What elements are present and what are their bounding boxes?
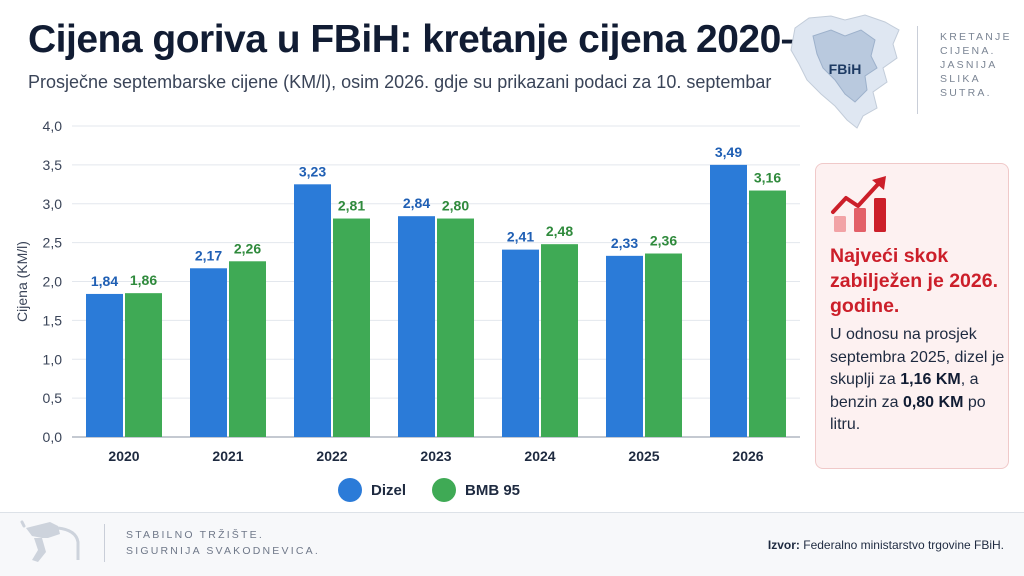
x-tick-label: 2025 — [628, 448, 659, 464]
legend-label-dizel: Dizel — [371, 481, 407, 499]
bar-dizel — [502, 249, 539, 437]
tagline-bottom-line: SIGURNIJA SVAKODNEVICA. — [126, 545, 320, 557]
y-axis-label: Cijena (KM/l) — [14, 241, 30, 322]
bar-dizel — [398, 216, 435, 437]
data-label: 2,48 — [546, 223, 573, 239]
header-divider — [917, 26, 918, 114]
legend-swatch-dizel — [338, 478, 362, 502]
tagline-top-line: SUTRA. — [940, 87, 992, 99]
data-label: 2,81 — [338, 198, 365, 214]
data-label: 3,49 — [715, 144, 742, 160]
bar-dizel — [86, 293, 123, 437]
legend-label-bmb95: BMB 95 — [465, 481, 521, 499]
rising-chart-icon — [831, 176, 886, 232]
bar-bmb-95 — [749, 190, 786, 437]
bar-dizel — [190, 268, 227, 437]
x-tick-label: 2026 — [732, 448, 763, 464]
legend-item-bmb95: BMB 95 — [432, 478, 520, 502]
tagline-top-line: CIJENA. — [940, 45, 996, 57]
data-label: 1,84 — [91, 273, 118, 289]
x-tick-label: 2021 — [212, 448, 243, 464]
data-label: 2,17 — [195, 247, 222, 263]
y-tick-label: 0,5 — [43, 390, 63, 406]
data-label: 2,33 — [611, 235, 638, 251]
tagline-bottom: STABILNO TRŽIŠTE. SIGURNIJA SVAKODNEVICA… — [126, 527, 320, 559]
bar-bmb-95 — [645, 253, 682, 437]
bar-bmb-95 — [437, 218, 474, 437]
y-tick-label: 3,0 — [43, 196, 63, 212]
x-tick-label: 2024 — [524, 448, 555, 464]
data-label: 3,23 — [299, 163, 326, 179]
legend-swatch-bmb95 — [432, 478, 457, 502]
tagline-bottom-line: STABILNO TRŽIŠTE. — [126, 529, 264, 541]
callout-box: Najveći skok zabilježen je 2026. godine.… — [815, 163, 1009, 469]
y-tick-label: 4,0 — [43, 118, 63, 134]
footer — [0, 513, 1024, 576]
data-label: 3,16 — [754, 170, 781, 186]
data-label: 2,80 — [442, 198, 469, 214]
y-tick-label: 0,0 — [43, 429, 63, 445]
y-tick-label: 3,5 — [43, 157, 63, 173]
bar-dizel — [606, 255, 643, 437]
page-title: Cijena goriva u FBiH: kretanje cijena 20… — [28, 18, 887, 61]
y-tick-label: 2,0 — [43, 274, 63, 290]
source-text: Federalno ministarstvo trgovine FBiH. — [799, 538, 1004, 552]
bar-dizel — [710, 164, 747, 437]
map-icon: FBiH — [790, 14, 900, 129]
bar-bmb-95 — [229, 261, 266, 437]
tagline-top-line: KRETANJE — [940, 31, 1012, 43]
chart-legend: Dizel BMB 95 — [338, 477, 546, 503]
tagline-top-line: SLIKA — [940, 73, 981, 85]
y-tick-label: 2,5 — [43, 235, 63, 251]
tagline-top: KRETANJE CIJENA. JASNIJA SLIKA SUTRA. — [940, 30, 1012, 100]
source-label: Izvor: — [767, 538, 800, 552]
callout-petrol-increase: 0,80 KM — [902, 393, 964, 411]
footer-divider — [0, 512, 1024, 513]
footer-vertical-divider — [104, 524, 105, 562]
callout-text-part: , a benzin za — [830, 371, 979, 411]
fuel-pump-icon — [20, 520, 80, 562]
callout-heading: Najveći skok zabilježen je 2026. godine. — [830, 245, 999, 317]
data-label: 2,26 — [234, 240, 261, 256]
callout-text-part: po litru. — [830, 393, 986, 434]
callout-text-part: U odnosu na prosjek septembra 2025, dize… — [830, 326, 1005, 388]
tagline-top-line: JASNIJA — [940, 59, 998, 71]
callout-text: U odnosu na prosjek septembra 2025, dize… — [830, 324, 1006, 437]
bar-bmb-95 — [333, 218, 370, 437]
bar-chart: 0,0 0,5 1,0 1,5 2,0 2,5 3,0 3,5 4,0 Cijena (KM/l)… — [14, 118, 800, 464]
data-label: 2,41 — [507, 229, 534, 245]
bar-bmb-95 — [541, 244, 578, 437]
page-subtitle: Prosječne septembarske cijene (KM/l), os… — [28, 72, 772, 92]
data-label: 1,86 — [130, 272, 157, 288]
x-tick-label: 2020 — [108, 448, 139, 464]
y-tick-label: 1,0 — [43, 351, 63, 367]
source-note: Izvor: Federalno ministarstvo trgovine F… — [768, 538, 1004, 552]
bar-dizel — [294, 184, 331, 437]
x-tick-label: 2023 — [420, 448, 451, 464]
map-fbih-region — [812, 29, 878, 103]
callout-diesel-increase: 1,16 KM — [900, 371, 961, 388]
x-tick-label: 2022 — [316, 448, 347, 464]
data-label: 2,84 — [403, 195, 430, 211]
bar-bmb-95 — [125, 293, 162, 437]
y-tick-label: 1,5 — [43, 312, 63, 328]
map-label: FBiH — [829, 61, 862, 77]
data-label: 2,36 — [650, 233, 677, 249]
legend-item-dizel: Dizel — [338, 478, 406, 502]
